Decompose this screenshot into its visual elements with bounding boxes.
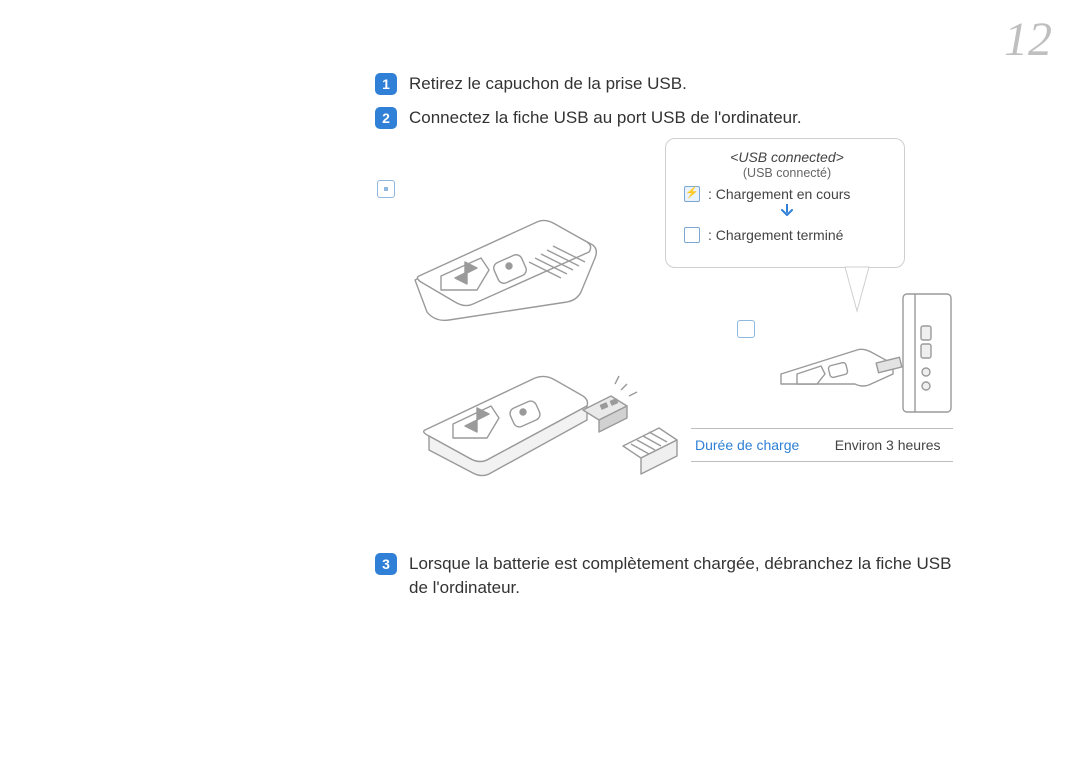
table-row: Durée de charge Environ 3 heures	[691, 428, 953, 462]
charge-duration-label: Durée de charge	[695, 437, 835, 453]
device-open-illustration	[405, 350, 685, 500]
done-swatch-icon	[684, 227, 700, 243]
charging-swatch-icon: ⚡	[684, 186, 700, 202]
callout-subtitle: (USB connecté)	[684, 166, 890, 180]
usb-connected-callout: <USB connected> (USB connecté) ⚡ : Charg…	[665, 138, 905, 268]
step-2-badge: 2	[375, 107, 397, 129]
step-3: 3 Lorsque la batterie est complètement c…	[375, 552, 975, 600]
device-closed-illustration	[385, 200, 625, 330]
callout-done-row: : Chargement terminé	[684, 227, 890, 243]
step-2-text: Connectez la fiche USB au port USB de l'…	[409, 106, 802, 130]
step-1-text: Retirez le capuchon de la prise USB.	[409, 72, 687, 96]
callout-title: <USB connected>	[684, 149, 890, 165]
step-1: 1 Retirez le capuchon de la prise USB.	[375, 72, 975, 96]
diagram-area: <USB connected> (USB connecté) ⚡ : Charg…	[365, 140, 985, 510]
callout-arrow-icon	[684, 204, 890, 221]
charge-duration-table: Durée de charge Environ 3 heures	[691, 428, 953, 462]
steps-content: 1 Retirez le capuchon de la prise USB. 2…	[375, 72, 975, 510]
step-2: 2 Connectez la fiche USB au port USB de …	[375, 106, 975, 130]
mini-indicator2-icon	[737, 320, 755, 343]
step-3-text: Lorsque la batterie est complètement cha…	[409, 552, 975, 600]
charging-label: : Chargement en cours	[708, 186, 850, 202]
mini-indicator-icon	[377, 180, 395, 198]
charge-duration-value: Environ 3 heures	[835, 437, 949, 453]
step-1-badge: 1	[375, 73, 397, 95]
done-label: : Chargement terminé	[708, 227, 843, 243]
step-3-badge: 3	[375, 553, 397, 575]
callout-charging-row: ⚡ : Chargement en cours	[684, 186, 890, 202]
page-number: 12	[1004, 12, 1052, 67]
